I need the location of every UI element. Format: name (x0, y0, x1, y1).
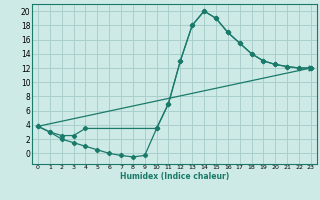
X-axis label: Humidex (Indice chaleur): Humidex (Indice chaleur) (120, 172, 229, 181)
